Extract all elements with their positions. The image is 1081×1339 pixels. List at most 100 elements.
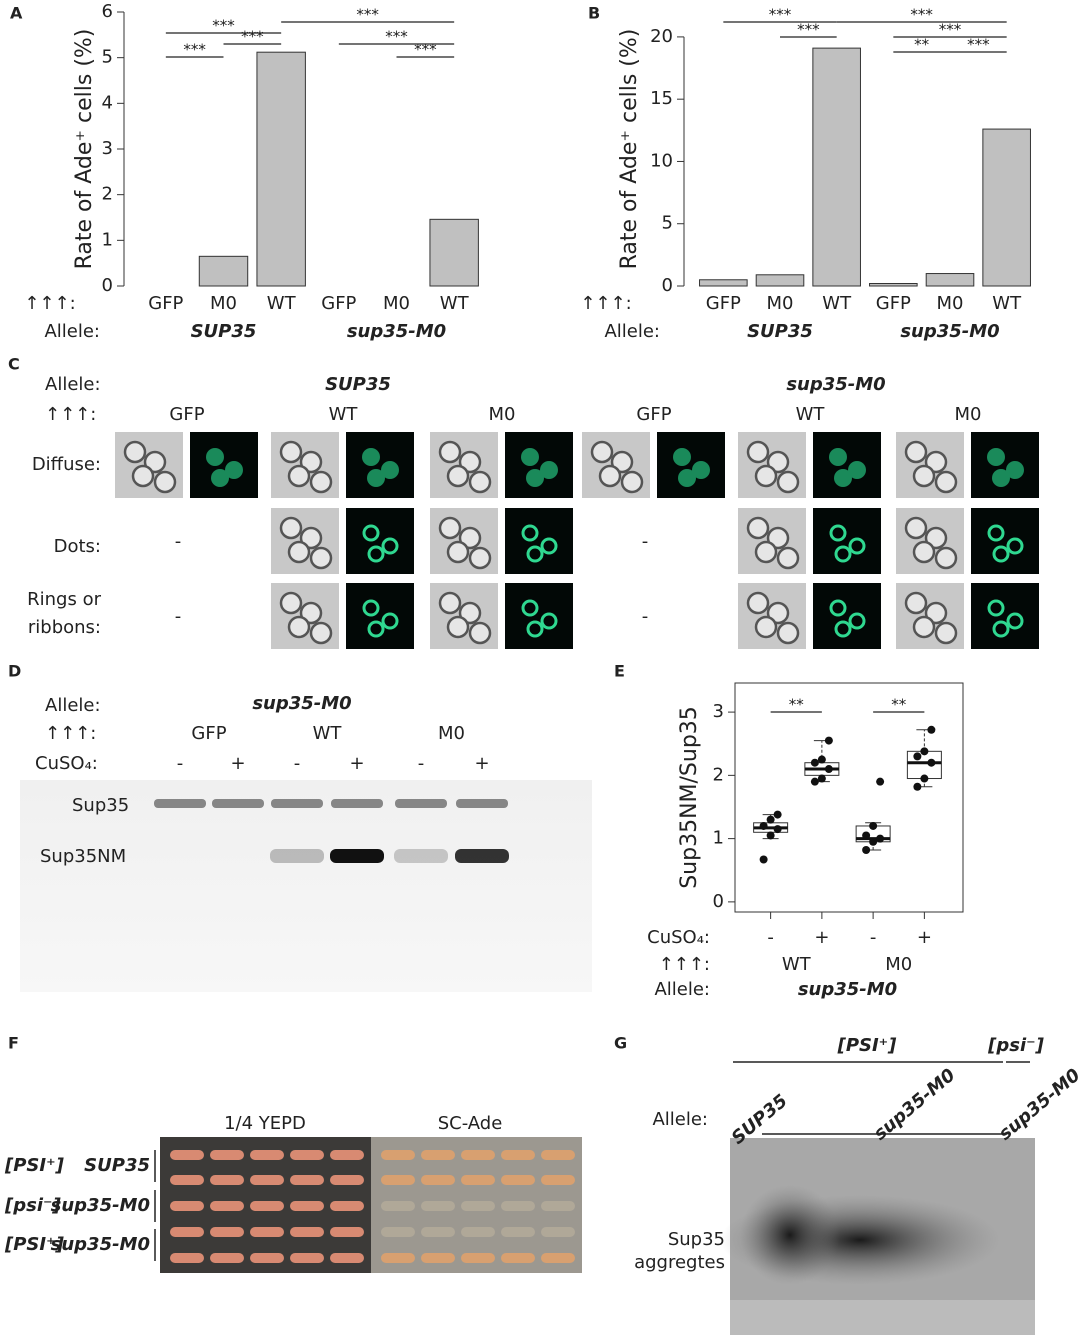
fluorescent-cell <box>692 461 710 479</box>
media-label: SC-Ade <box>438 1113 503 1134</box>
media-label: 1/4 YEPD <box>224 1113 306 1134</box>
cell <box>766 526 790 550</box>
colony-streak <box>421 1201 455 1211</box>
cell <box>468 546 492 570</box>
significance-label: ** <box>914 36 930 54</box>
significance-label: *** <box>356 6 379 24</box>
cell <box>924 526 948 550</box>
row-label: Rings or <box>27 589 101 610</box>
panel-letter: B <box>588 4 600 23</box>
colony-streak <box>290 1150 324 1160</box>
y-axis-label: Sup35NM/Sup35 <box>677 706 702 889</box>
cell <box>904 591 928 615</box>
treatment-label: - <box>294 753 301 774</box>
y-tick-label: 3 <box>713 701 724 722</box>
prion-label: [psi⁻] <box>4 1195 61 1216</box>
blot-d <box>20 780 592 992</box>
y-tick-label: 4 <box>102 92 113 113</box>
data-point <box>920 747 929 756</box>
cell <box>299 450 323 474</box>
fluorescent-cell <box>1006 612 1024 630</box>
significance-label: *** <box>385 28 408 46</box>
fluorescent-cell <box>987 599 1005 617</box>
colony-streak <box>330 1150 364 1160</box>
data-point <box>927 725 936 734</box>
band <box>330 849 384 863</box>
bar <box>429 218 479 287</box>
absent-marker: - <box>642 531 649 552</box>
bar <box>256 51 306 287</box>
x-tick-label: GFP <box>321 293 356 314</box>
panel-letter: C <box>8 355 20 374</box>
x-tick-label: WT <box>822 293 852 314</box>
row-label: ribbons: <box>28 617 101 638</box>
colony-streak <box>501 1201 535 1211</box>
colony-streak <box>290 1227 324 1237</box>
data-point <box>766 815 775 824</box>
x-tick-label: + <box>917 927 932 948</box>
y-tick-label: 20 <box>650 26 673 47</box>
allele-label: sup35-M0 <box>786 374 885 395</box>
row-label: ↑↑↑: <box>580 293 631 314</box>
y-tick-label: 0 <box>713 891 724 912</box>
colony-streak <box>541 1175 575 1185</box>
fluorescence-image <box>346 508 414 574</box>
colony-streak <box>541 1201 575 1211</box>
fluorescent-cell <box>992 469 1010 487</box>
cell <box>924 601 948 625</box>
bar <box>198 255 249 287</box>
fluorescent-cell <box>1006 537 1024 555</box>
significance-label: *** <box>414 41 437 59</box>
row-label: ↑↑↑: <box>45 404 96 425</box>
cell <box>934 546 958 570</box>
cell <box>904 440 928 464</box>
fluorescent-cell <box>381 537 399 555</box>
data-point <box>766 831 775 840</box>
cell <box>912 540 936 564</box>
colony-streak <box>501 1253 535 1263</box>
data-point <box>920 774 929 783</box>
significance-label: *** <box>212 17 235 35</box>
data-point <box>817 755 826 764</box>
colony-streak <box>330 1175 364 1185</box>
row-label: Dots: <box>54 536 101 557</box>
column-label: M0 <box>955 404 982 425</box>
colony-streak <box>170 1253 204 1263</box>
colony-streak <box>210 1150 244 1160</box>
box <box>906 750 942 780</box>
fluorescent-cell <box>362 599 380 617</box>
data-point <box>862 846 871 855</box>
cell <box>746 591 770 615</box>
fluorescent-cell <box>381 612 399 630</box>
bar <box>699 279 748 287</box>
y-tick-label: 5 <box>662 213 673 234</box>
colony-streak <box>421 1150 455 1160</box>
colony-streak <box>541 1253 575 1263</box>
cell <box>446 615 470 639</box>
group-label: sup35-M0 <box>798 979 897 1000</box>
colony-streak <box>290 1253 324 1263</box>
y-tick-label: 6 <box>102 1 113 22</box>
group-row-label: Allele: <box>654 979 710 1000</box>
x-tick-label: M0 <box>937 293 964 314</box>
band <box>212 799 264 808</box>
y-tick-label: 2 <box>102 184 113 205</box>
group-row-label: Allele: <box>604 321 660 342</box>
allele-label: sup35-M0 <box>51 1195 150 1216</box>
prion-label: [psi⁻] <box>987 1035 1044 1056</box>
fluorescence-image <box>657 432 725 498</box>
data-point <box>824 736 833 745</box>
y-tick-label: 1 <box>102 229 113 250</box>
fluorescent-cell <box>848 461 866 479</box>
data-point <box>824 765 833 774</box>
significance-label: *** <box>910 6 933 24</box>
fluorescent-cell <box>1006 461 1024 479</box>
cell <box>458 526 482 550</box>
cell <box>904 516 928 540</box>
cell <box>446 540 470 564</box>
band-label: Sup35NM <box>40 846 126 867</box>
band <box>394 849 448 863</box>
fluorescence-image <box>971 508 1039 574</box>
treatment-label: - <box>177 753 184 774</box>
absent-marker: - <box>175 606 182 627</box>
